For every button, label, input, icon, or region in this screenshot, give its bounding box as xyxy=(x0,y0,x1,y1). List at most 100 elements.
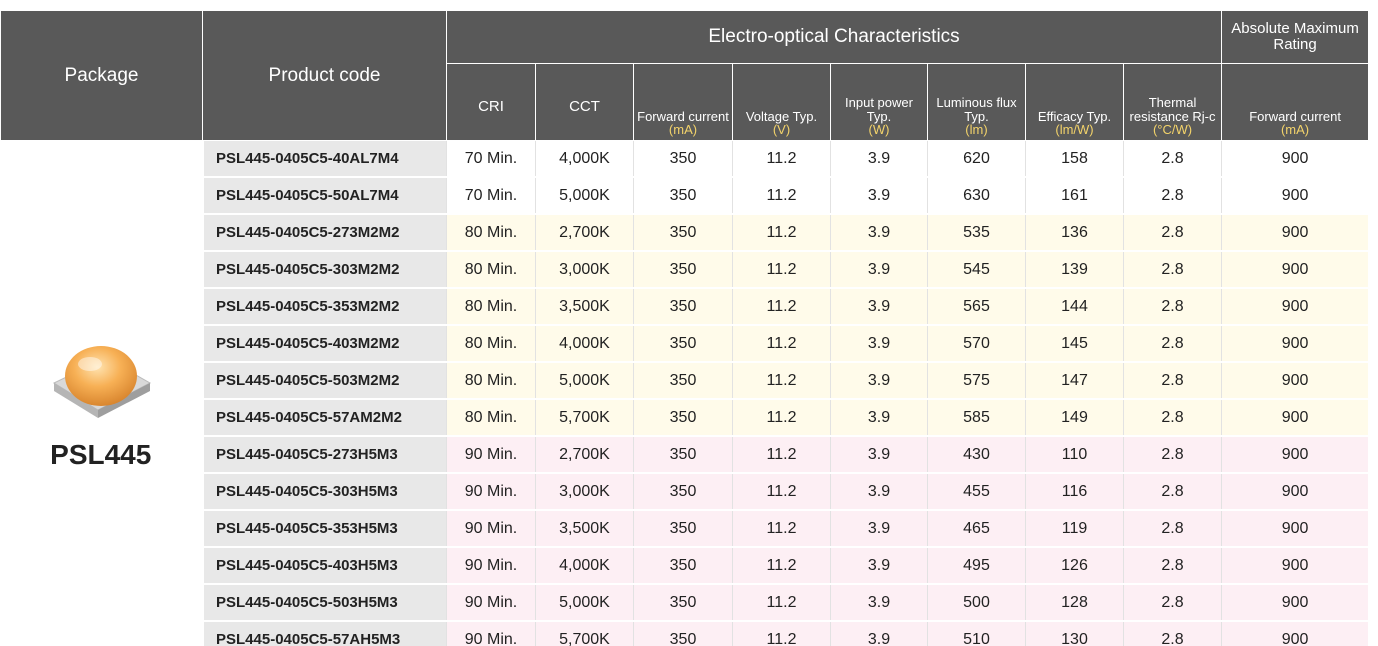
cell: 510 xyxy=(928,621,1026,646)
cell: 3.9 xyxy=(831,362,928,399)
cell: 5,000K xyxy=(536,177,634,214)
cell: 430 xyxy=(928,436,1026,473)
table-row: PSL445-0405C5-57AH5M390 Min.5,700K35011.… xyxy=(1,621,1369,646)
column-label: Input power Typ. xyxy=(845,95,913,124)
product-code: PSL445-0405C5-273H5M3 xyxy=(203,436,447,473)
product-code: PSL445-0405C5-303H5M3 xyxy=(203,473,447,510)
led-image xyxy=(46,328,156,428)
cell: 585 xyxy=(928,399,1026,436)
cell: 350 xyxy=(634,325,733,362)
column-label: Luminous flux Typ. xyxy=(936,95,1016,124)
cell: 110 xyxy=(1026,436,1124,473)
cell: 620 xyxy=(928,141,1026,178)
cell: 2.8 xyxy=(1124,436,1222,473)
column-label: Thermal resistance Rj-c xyxy=(1130,95,1216,124)
cell: 570 xyxy=(928,325,1026,362)
cell: 900 xyxy=(1222,251,1368,288)
cell: 116 xyxy=(1026,473,1124,510)
cell: 2.8 xyxy=(1124,399,1222,436)
cell: 128 xyxy=(1026,584,1124,621)
cell: 2.8 xyxy=(1124,141,1222,178)
table-row: PSL445-0405C5-303M2M280 Min.3,000K35011.… xyxy=(1,251,1369,288)
column-header: Luminous flux Typ.(lm) xyxy=(928,64,1026,141)
cell: 350 xyxy=(634,584,733,621)
cell: 139 xyxy=(1026,251,1124,288)
cell: 11.2 xyxy=(733,362,831,399)
cell: 350 xyxy=(634,362,733,399)
cell: 900 xyxy=(1222,621,1368,646)
cell: 4,000K xyxy=(536,547,634,584)
cell: 500 xyxy=(928,584,1026,621)
cell: 900 xyxy=(1222,325,1368,362)
cell: 90 Min. xyxy=(447,547,536,584)
cell: 90 Min. xyxy=(447,510,536,547)
cell: 136 xyxy=(1026,214,1124,251)
product-code: PSL445-0405C5-50AL7M4 xyxy=(203,177,447,214)
cell: 145 xyxy=(1026,325,1124,362)
column-unit: (°C/W) xyxy=(1126,123,1219,137)
cell: 80 Min. xyxy=(447,399,536,436)
cell: 3.9 xyxy=(831,177,928,214)
cell: 80 Min. xyxy=(447,325,536,362)
cell: 11.2 xyxy=(733,510,831,547)
cell: 3.9 xyxy=(831,325,928,362)
cell: 350 xyxy=(634,251,733,288)
column-header: Forward current(mA) xyxy=(634,64,733,141)
cell: 900 xyxy=(1222,473,1368,510)
cell: 2.8 xyxy=(1124,621,1222,646)
cell: 80 Min. xyxy=(447,251,536,288)
cell: 3,500K xyxy=(536,288,634,325)
column-unit: (mA) xyxy=(636,123,730,137)
cell: 350 xyxy=(634,547,733,584)
cell: 161 xyxy=(1026,177,1124,214)
cell: 630 xyxy=(928,177,1026,214)
cell: 900 xyxy=(1222,288,1368,325)
table-row: PSL445-0405C5-50AL7M470 Min.5,000K35011.… xyxy=(1,177,1369,214)
product-code: PSL445-0405C5-353H5M3 xyxy=(203,510,447,547)
cell: 3,000K xyxy=(536,473,634,510)
product-code: PSL445-0405C5-40AL7M4 xyxy=(203,141,447,178)
product-code: PSL445-0405C5-503M2M2 xyxy=(203,362,447,399)
cell: 3.9 xyxy=(831,251,928,288)
cell: 80 Min. xyxy=(447,288,536,325)
cell: 535 xyxy=(928,214,1026,251)
cell: 900 xyxy=(1222,510,1368,547)
table-row: PSL445-0405C5-353H5M390 Min.3,500K35011.… xyxy=(1,510,1369,547)
cell: 3,000K xyxy=(536,251,634,288)
cell: 3.9 xyxy=(831,510,928,547)
cell: 900 xyxy=(1222,547,1368,584)
column-unit: (lm) xyxy=(930,123,1023,137)
header-group: Absolute Maximum Rating xyxy=(1222,11,1368,64)
column-label: CCT xyxy=(569,98,600,115)
cell: 3,500K xyxy=(536,510,634,547)
cell: 350 xyxy=(634,621,733,646)
cell: 2.8 xyxy=(1124,325,1222,362)
cell: 4,000K xyxy=(536,325,634,362)
package-name: PSL445 xyxy=(1,439,202,471)
column-header: CCT xyxy=(536,64,634,141)
cell: 900 xyxy=(1222,362,1368,399)
cell: 350 xyxy=(634,177,733,214)
table-row: PSL445-0405C5-57AM2M280 Min.5,700K35011.… xyxy=(1,399,1369,436)
cell: 11.2 xyxy=(733,141,831,178)
cell: 11.2 xyxy=(733,288,831,325)
cell: 545 xyxy=(928,251,1026,288)
cell: 5,700K xyxy=(536,621,634,646)
cell: 3.9 xyxy=(831,621,928,646)
cell: 70 Min. xyxy=(447,177,536,214)
table-row: PSL445-0405C5-353M2M280 Min.3,500K35011.… xyxy=(1,288,1369,325)
cell: 495 xyxy=(928,547,1026,584)
cell: 3.9 xyxy=(831,214,928,251)
page: Package Product code Electro-optical Cha… xyxy=(0,0,1378,646)
cell: 350 xyxy=(634,141,733,178)
cell: 3.9 xyxy=(831,436,928,473)
cell: 2.8 xyxy=(1124,473,1222,510)
cell: 70 Min. xyxy=(447,141,536,178)
product-code: PSL445-0405C5-57AH5M3 xyxy=(203,621,447,646)
cell: 900 xyxy=(1222,584,1368,621)
cell: 5,000K xyxy=(536,584,634,621)
cell: 3.9 xyxy=(831,473,928,510)
column-header: Forward current(mA) xyxy=(1222,64,1368,141)
